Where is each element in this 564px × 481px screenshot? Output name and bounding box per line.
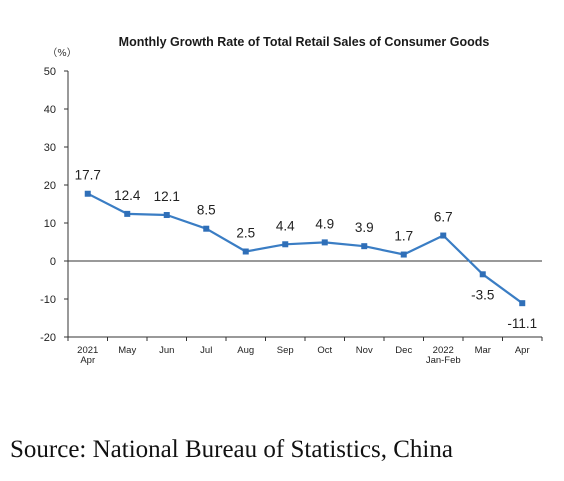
x-tick-label: Apr [515, 345, 530, 356]
source-note: Source: National Bureau of Statistics, C… [10, 436, 453, 463]
data-label: -3.5 [471, 287, 494, 302]
data-label: 4.4 [276, 218, 295, 233]
data-point [124, 210, 131, 217]
y-tick-label: -20 [40, 332, 56, 344]
data-point [163, 212, 170, 219]
data-label: -11.1 [507, 316, 537, 331]
y-tick-label: 20 [44, 180, 56, 192]
data-label: 12.4 [114, 188, 141, 203]
y-tick-label: 0 [50, 256, 56, 268]
line-chart: Monthly Growth Rate of Total Retail Sale… [40, 35, 543, 366]
y-unit-label: （%） [47, 47, 77, 59]
data-label: 4.9 [315, 216, 334, 231]
data-point [361, 243, 368, 250]
data-label: 2.5 [236, 226, 255, 241]
y-tick-label: 50 [44, 66, 56, 78]
x-tick-label: Dec [395, 345, 412, 356]
data-label: 6.7 [434, 210, 453, 225]
data-point [519, 300, 526, 307]
data-point [242, 248, 249, 255]
x-tick-label: Jun [159, 345, 174, 356]
data-point [203, 225, 210, 232]
x-tick-label: Sep [277, 345, 294, 356]
chart-marks: 17.7 12.4 12.1 8.5 2.5 4.4 4.9 3.9 1.7 6.7 -3.5 -11… [75, 168, 538, 331]
y-tick-label: 40 [44, 104, 56, 116]
x-tick-label: 2021 Apr [77, 345, 98, 366]
y-tick-label: 10 [44, 218, 56, 230]
data-label: 12.1 [154, 189, 180, 204]
x-tick-label: 2022 Jan-Feb [426, 345, 461, 366]
data-label: 3.9 [355, 220, 374, 235]
data-point [479, 271, 486, 278]
chart-title: Monthly Growth Rate of Total Retail Sale… [119, 35, 490, 49]
series-line [87, 192, 523, 305]
data-point [282, 241, 289, 248]
x-tick-label: Jul [200, 345, 212, 356]
axes: 50 40 30 20 10 0 -10 -20 2021 Apr May Jun Jul Aug Sep O… [40, 66, 543, 366]
data-point [321, 239, 328, 246]
data-label: 17.7 [75, 168, 101, 183]
x-tick-label: Mar [475, 345, 491, 356]
x-tick-label: May [118, 345, 136, 356]
data-point [400, 251, 407, 258]
y-tick-label: -10 [40, 294, 56, 306]
data-point [84, 190, 91, 197]
x-tick-label: Oct [317, 345, 332, 356]
data-label: 8.5 [197, 203, 216, 218]
x-tick-label: Nov [356, 345, 373, 356]
y-tick-label: 30 [44, 142, 56, 154]
x-tick-label: Aug [237, 345, 254, 356]
data-point [440, 232, 447, 239]
data-label: 1.7 [394, 229, 413, 244]
